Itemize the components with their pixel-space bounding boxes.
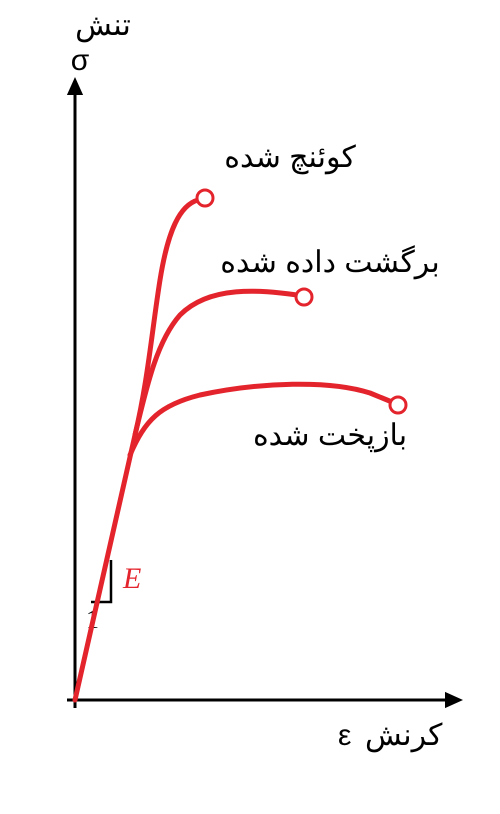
stress-strain-diagram: E 1 کوئنچ شدهبرگشت داده شدهبازپخت شده تن… [0,0,500,814]
y-axis-arrow [67,77,83,95]
curve-quenched [75,200,198,700]
end-marker-tempered [296,289,312,305]
end-marker-annealed [390,397,406,413]
x-axis-arrow [445,692,463,708]
y-axis-label-symbol: σ [71,44,90,77]
x-axis-label-symbol: ε [338,719,351,752]
curves-group: کوئنچ شده برگشت داده شده بازپخت شده [75,141,440,700]
curve-label-quenched: کوئنچ شده [224,141,356,175]
end-marker-quenched [197,190,213,206]
curve-label-tempered: برگشت داده شده [220,245,439,280]
slope-label-E: E [122,562,141,595]
y-axis-label-text: تنش [75,9,131,43]
x-axis-label-text: کرنش [365,719,443,753]
curve-label-annealed: بازپخت شده [253,419,407,453]
